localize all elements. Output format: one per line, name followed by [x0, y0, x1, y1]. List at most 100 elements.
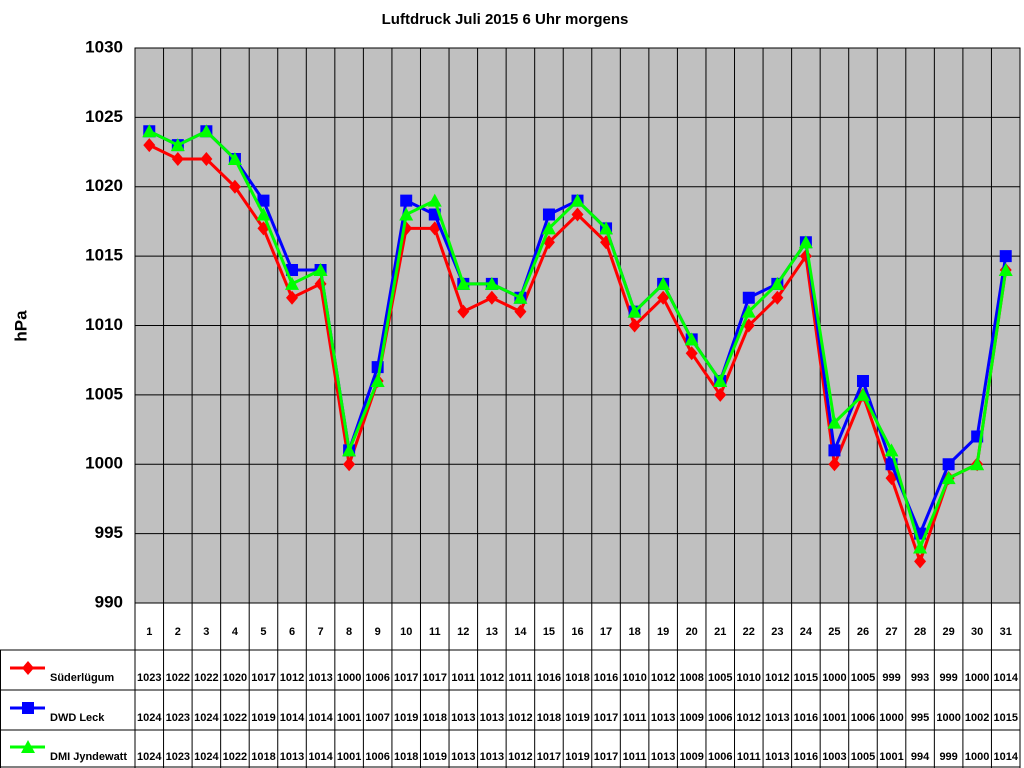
legend-marker: [21, 740, 35, 753]
table-value: 1023: [166, 712, 190, 724]
table-value: 1000: [965, 672, 989, 684]
x-tick-label: 19: [657, 626, 669, 638]
data-point: [684, 332, 699, 346]
data-point: [313, 263, 328, 276]
table-value: 1024: [194, 751, 219, 763]
table-value: 1017: [594, 712, 618, 724]
y-tick-label: 1030: [85, 37, 123, 56]
table-value: 1001: [879, 751, 903, 763]
data-point: [884, 443, 899, 457]
table-value: 1012: [280, 672, 304, 684]
data-point: [771, 290, 784, 305]
table-value: 1012: [651, 672, 675, 684]
data-point: [856, 375, 869, 387]
table-value: 1019: [394, 712, 418, 724]
x-tick-label: 10: [400, 626, 412, 638]
data-point: [256, 207, 271, 221]
table-value: 1006: [365, 672, 389, 684]
data-point: [941, 471, 956, 485]
table-value: 1013: [651, 751, 675, 763]
table-value: 1014: [993, 751, 1018, 763]
data-point: [913, 540, 928, 554]
table-value: 999: [939, 672, 957, 684]
table-value: 1019: [565, 712, 589, 724]
table-value: 1022: [194, 672, 218, 684]
data-point: [200, 152, 213, 166]
table-value: 1006: [708, 712, 732, 724]
table-value: 1016: [594, 672, 618, 684]
data-point: [285, 276, 300, 290]
data-point: [427, 193, 442, 207]
table-value: 1015: [993, 712, 1017, 724]
table-value: 1009: [679, 751, 703, 763]
table-value: 1017: [537, 751, 561, 763]
table-value: 1017: [394, 672, 418, 684]
table-value: 1000: [965, 751, 989, 763]
data-point: [714, 387, 727, 402]
x-tick-label: 3: [203, 626, 209, 638]
table-value: 1013: [651, 712, 675, 724]
x-tick-label: 22: [743, 626, 755, 638]
data-point: [456, 276, 471, 290]
data-point: [942, 458, 955, 471]
data-point: [171, 152, 184, 166]
table-value: 1014: [308, 751, 333, 763]
table-value: 1017: [251, 672, 275, 684]
x-tick-label: 12: [457, 626, 469, 638]
table-value: 1023: [137, 672, 161, 684]
x-tick-label: 11: [429, 626, 441, 638]
table-value: 1000: [822, 672, 846, 684]
table-value: 1013: [280, 751, 304, 763]
table-value: 1014: [993, 672, 1018, 684]
data-point: [343, 457, 356, 472]
data-point: [457, 304, 470, 319]
table-value: 1007: [365, 712, 389, 724]
table-value: 1024: [137, 712, 162, 724]
table-value: 1012: [508, 712, 532, 724]
data-point: [400, 194, 413, 207]
table-value: 1020: [223, 672, 247, 684]
table-value: 1015: [794, 672, 818, 684]
data-point: [570, 193, 585, 207]
table-value: 999: [882, 672, 900, 684]
table-value: 999: [939, 751, 957, 763]
x-tick-label: 9: [375, 626, 381, 638]
data-point: [170, 138, 185, 152]
data-point: [828, 444, 841, 457]
data-point: [514, 304, 527, 319]
table-value: 1011: [737, 751, 761, 763]
table-value: 995: [911, 712, 929, 724]
table-value: 1014: [280, 712, 305, 724]
y-tick-label: 1020: [85, 176, 123, 195]
data-point: [855, 387, 870, 401]
data-point: [713, 374, 728, 387]
table-value: 1019: [423, 751, 447, 763]
table-value: 1002: [965, 712, 989, 724]
x-tick-label: 30: [971, 626, 983, 638]
table-value: 1013: [480, 712, 504, 724]
table-value: 1006: [708, 751, 732, 763]
table-value: 1016: [537, 672, 561, 684]
table-value: 1005: [708, 672, 732, 684]
table-value: 1001: [337, 712, 361, 724]
table-value: 1010: [737, 672, 761, 684]
x-tick-label: 18: [628, 626, 640, 638]
table-value: 1017: [594, 751, 618, 763]
x-tick-label: 8: [346, 626, 352, 638]
table-value: 994: [911, 751, 930, 763]
data-point: [286, 290, 299, 305]
x-tick-label: 1: [146, 626, 152, 638]
data-point: [742, 291, 755, 304]
table-value: 1013: [765, 751, 789, 763]
x-tick-label: 24: [800, 626, 813, 638]
y-tick-label: 1000: [85, 454, 123, 473]
table-value: 1016: [794, 712, 818, 724]
data-point: [657, 290, 670, 305]
x-tick-label: 17: [600, 626, 612, 638]
x-tick-label: 23: [771, 626, 783, 638]
table-value: 1011: [623, 712, 647, 724]
table-value: 1019: [251, 712, 275, 724]
x-tick-label: 16: [571, 626, 583, 638]
